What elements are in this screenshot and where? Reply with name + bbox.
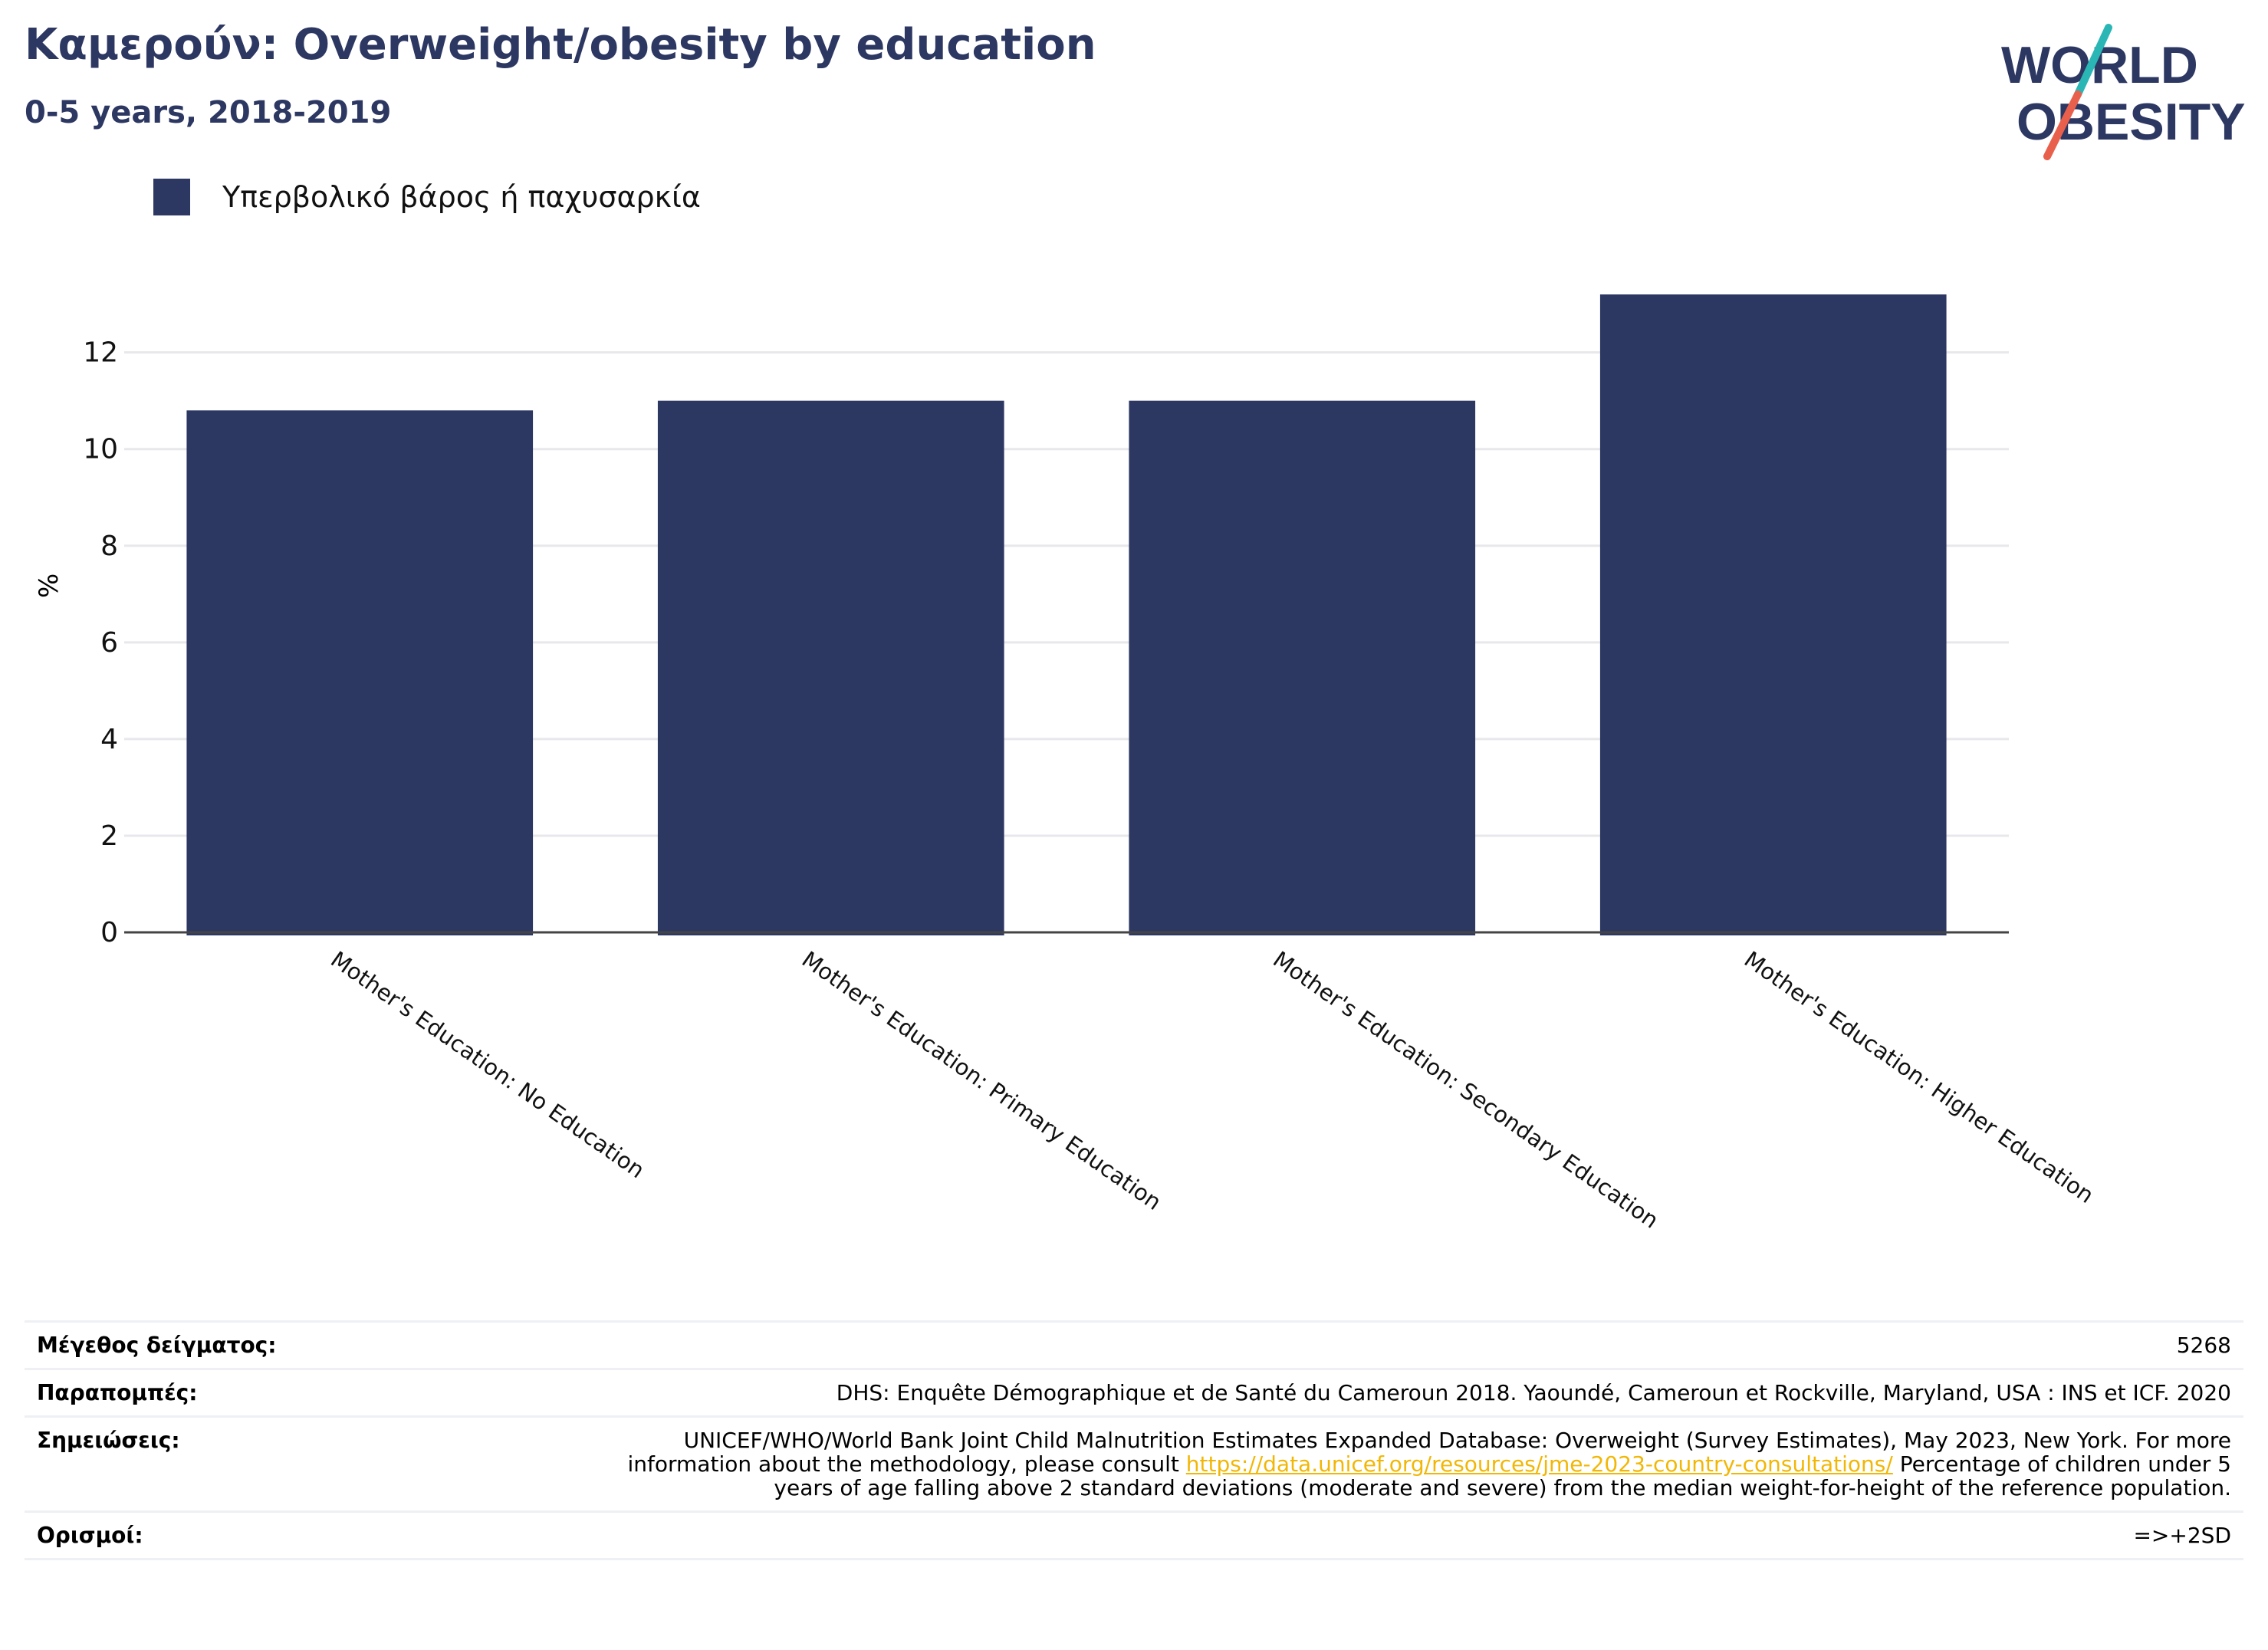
legend: Υπερβολικό βάρος ή παχυσαρκία xyxy=(153,178,701,216)
y-tick-label: 8 xyxy=(100,531,118,562)
x-tick-label: Mother's Education: Primary Education xyxy=(797,946,1166,1215)
bar xyxy=(657,400,1004,935)
logo-slash-bottom xyxy=(2043,90,2082,160)
x-tick-label: Mother's Education: No Education xyxy=(326,946,649,1183)
sample-size-value: 5268 xyxy=(2176,1333,2231,1358)
footer-row-references: Παραπομπές: DHS: Enquête Démographique e… xyxy=(25,1368,2243,1415)
y-tick-label: 4 xyxy=(100,724,118,755)
bar xyxy=(186,410,534,935)
x-tick-label: Mother's Education: Higher Education xyxy=(1740,946,2099,1208)
definitions-value: =>+2SD xyxy=(2133,1523,2231,1548)
chart-title: Καμερούν: Overweight/obesity by educatio… xyxy=(25,20,1096,70)
notes-text-before: UNICEF/WHO/World Bank Joint Child Malnut… xyxy=(627,1428,2232,1477)
y-tick-label: 6 xyxy=(100,627,118,659)
bar xyxy=(1599,294,1947,935)
sample-size-label: Μέγεθος δείγματος: xyxy=(37,1333,277,1358)
notes-link[interactable]: https://data.unicef.org/resources/jme-20… xyxy=(1185,1451,1893,1477)
y-tick-label: 0 xyxy=(100,917,118,948)
bar xyxy=(1129,400,1476,935)
footer-row-definitions: Ορισμοί: =>+2SD xyxy=(25,1510,2243,1560)
world-obesity-logo: WORLD OBESITY xyxy=(2001,24,2246,160)
y-tick-label: 12 xyxy=(83,337,118,369)
y-tick-label: 10 xyxy=(83,434,118,465)
notes-label: Σημειώσεις: xyxy=(37,1428,180,1453)
references-label: Παραπομπές: xyxy=(37,1380,198,1405)
definitions-label: Ορισμοί: xyxy=(37,1523,143,1548)
bar-chart: 0 2 4 6 8 10 12 Mother's Education: No Educatio… xyxy=(83,294,2099,1234)
notes-value: UNICEF/WHO/World Bank Joint Child Malnut… xyxy=(621,1428,2232,1500)
chart-subtitle: 0-5 years, 2018-2019 xyxy=(25,95,392,130)
y-axis-label: % xyxy=(34,573,64,598)
x-tick-label: Mother's Education: Secondary Education xyxy=(1268,946,1663,1234)
references-value: DHS: Enquête Démographique et de Santé d… xyxy=(836,1380,2231,1405)
legend-label: Υπερβολικό βάρος ή παχυσαρκία xyxy=(222,180,701,214)
legend-swatch xyxy=(153,179,190,215)
footer-row-notes: Σημειώσεις: UNICEF/WHO/World Bank Joint … xyxy=(25,1415,2243,1510)
footer-row-sample-size: Μέγεθος δείγματος: 5268 xyxy=(25,1320,2243,1368)
logo-slash-top xyxy=(2074,24,2112,98)
footer-table: Μέγεθος δείγματος: 5268 Παραπομπές: DHS:… xyxy=(25,1320,2243,1560)
notes-text-after: Percentage of children under 5 years of … xyxy=(774,1451,2231,1500)
y-tick-label: 2 xyxy=(100,820,118,852)
